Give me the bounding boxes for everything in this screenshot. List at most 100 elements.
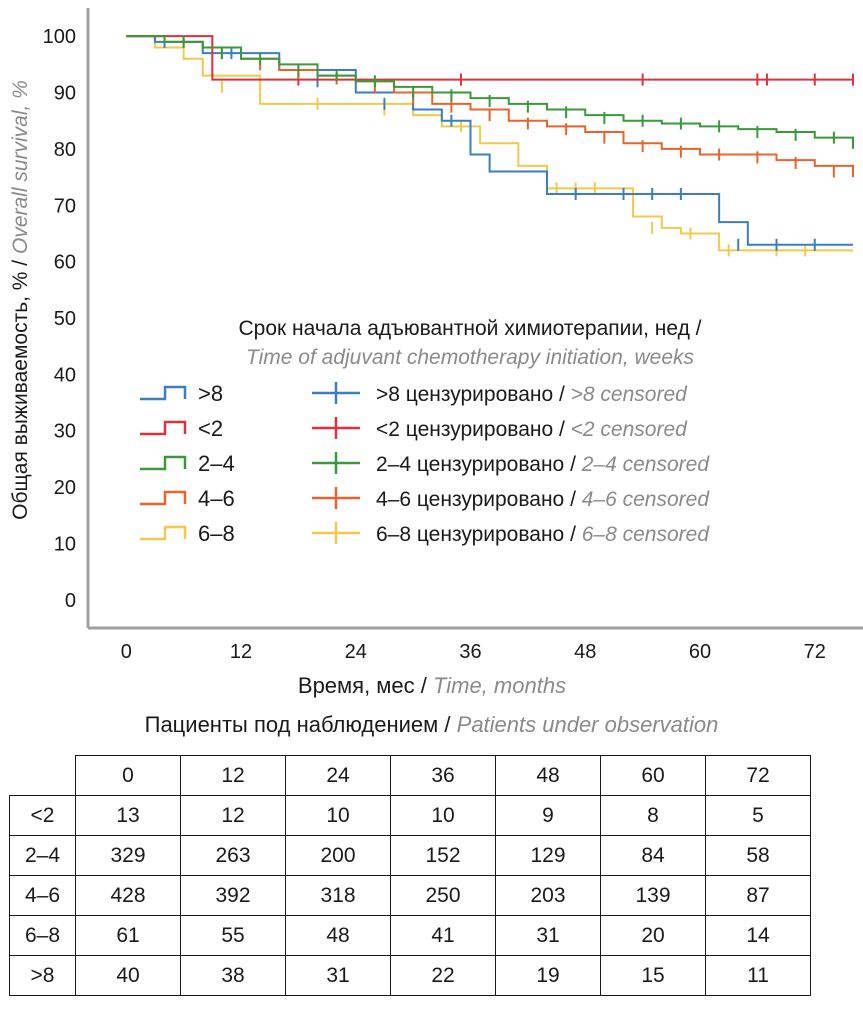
x-axis-label-en: Time, months bbox=[433, 673, 566, 698]
table-header-row: 0 12 24 36 48 60 72 bbox=[9, 755, 811, 796]
table-cell: 22 bbox=[390, 955, 496, 996]
legend-censored-label: 2–4 цензурировано / 2–4 censored bbox=[376, 453, 710, 476]
table-column-header: 12 bbox=[180, 755, 286, 796]
table-cell: 20 bbox=[600, 915, 706, 956]
y-axis-label-en: Overall survival, % bbox=[9, 80, 32, 254]
table-cell: 5 bbox=[705, 795, 811, 836]
legend-censored-label: 6–8 цензурировано / 6–8 censored bbox=[376, 523, 710, 546]
table-cell: 139 bbox=[600, 875, 706, 916]
y-tick-label: 40 bbox=[54, 364, 76, 386]
curve-4 bbox=[126, 35, 853, 252]
y-tick-label: 70 bbox=[54, 195, 76, 217]
table-column-header: 60 bbox=[600, 755, 706, 796]
table-cell: 61 bbox=[75, 915, 181, 956]
table-corner bbox=[9, 755, 76, 796]
y-tick-label: 90 bbox=[54, 83, 76, 105]
table-cell: 87 bbox=[705, 875, 811, 916]
table-cell: 84 bbox=[600, 835, 706, 876]
legend-title-ru: Срок начала адъювантной химиотерапии, не… bbox=[238, 317, 701, 340]
table-row-label: >8 bbox=[9, 955, 76, 996]
legend-censored-label: 4–6 цензурировано / 4–6 censored bbox=[376, 488, 710, 511]
table-cell: 14 bbox=[705, 915, 811, 956]
table-column-header: 24 bbox=[285, 755, 391, 796]
curve-0 bbox=[126, 35, 853, 246]
table-cell: 152 bbox=[390, 835, 496, 876]
table-cell: 129 bbox=[495, 835, 601, 876]
table-cell: 263 bbox=[180, 835, 286, 876]
legend-swatch bbox=[140, 420, 187, 436]
legend-censored-label: <2 цензурировано / <2 censored bbox=[376, 418, 688, 441]
table-cell: 40 bbox=[75, 955, 181, 996]
table-cell: 58 bbox=[705, 835, 811, 876]
table-cell: 10 bbox=[390, 795, 496, 836]
table-cell: 10 bbox=[285, 795, 391, 836]
table-cell: 55 bbox=[180, 915, 286, 956]
table-cell: 19 bbox=[495, 955, 601, 996]
y-tick-label: 10 bbox=[54, 533, 76, 555]
y-tick-label: 60 bbox=[54, 252, 76, 274]
legend-label: >8 bbox=[198, 381, 223, 406]
chart-axes: 0 10 20 30 40 50 60 70 80 90 100 0 12 24 36 48 60 72 bbox=[43, 8, 863, 663]
curve-1 bbox=[126, 35, 853, 81]
y-tick-label: 50 bbox=[54, 308, 76, 330]
legend-swatch bbox=[140, 385, 187, 401]
table-cell: 31 bbox=[495, 915, 601, 956]
legend-label: <2 bbox=[198, 416, 223, 441]
table-cell: 41 bbox=[390, 915, 496, 956]
table-row: 6–8 61 55 48 41 31 20 14 bbox=[9, 915, 811, 956]
table-cell: 329 bbox=[75, 835, 181, 876]
y-tick-label: 30 bbox=[54, 421, 76, 443]
table-cell: 203 bbox=[495, 875, 601, 916]
y-axis-label-ru: Общая выживаемость, % bbox=[9, 272, 32, 520]
x-axis-label-ru: Время, мес bbox=[298, 673, 415, 698]
x-tick-label: 24 bbox=[345, 641, 367, 663]
table-column-header: 48 bbox=[495, 755, 601, 796]
table-row: 4–6 428 392 318 250 203 139 87 bbox=[9, 875, 811, 916]
patients-table: 0 12 24 36 48 60 72 <2 13 12 10 10 9 8 5 2–4 329 263 200 15… bbox=[9, 755, 811, 996]
table-cell: 11 bbox=[705, 955, 811, 996]
x-tick-label: 36 bbox=[459, 641, 481, 663]
table-cell: 12 bbox=[180, 795, 286, 836]
legend-label: 4–6 bbox=[198, 486, 235, 511]
legend-censored-label: >8 цензурировано / >8 censored bbox=[376, 383, 688, 406]
legend-swatch bbox=[140, 455, 187, 471]
table-cell: 392 bbox=[180, 875, 286, 916]
table-cell: 200 bbox=[285, 835, 391, 876]
table-row-label: 6–8 bbox=[9, 915, 76, 956]
legend-label: 2–4 bbox=[198, 451, 235, 476]
y-tick-label: 80 bbox=[54, 139, 76, 161]
table-cell: 428 bbox=[75, 875, 181, 916]
table-title: Пациенты под наблюдением / Patients unde… bbox=[144, 712, 719, 737]
table-row-label: 4–6 bbox=[9, 875, 76, 916]
table-column-header: 0 bbox=[75, 755, 181, 796]
table-row: >8 40 38 31 22 19 15 11 bbox=[9, 955, 811, 996]
x-tick-label: 60 bbox=[689, 641, 711, 663]
y-axis-label: Общая выживаемость, % / Overall survival… bbox=[9, 80, 32, 520]
table-cell: 31 bbox=[285, 955, 391, 996]
table-column-header: 72 bbox=[705, 755, 811, 796]
table-title-ru: Пациенты под наблюдением bbox=[144, 712, 439, 737]
legend-swatch bbox=[140, 490, 187, 506]
table-row: 2–4 329 263 200 152 129 84 58 bbox=[9, 835, 811, 876]
chart-legend: Срок начала адъювантной химиотерапии, не… bbox=[140, 317, 710, 546]
x-tick-label: 72 bbox=[804, 641, 826, 663]
table-cell: 318 bbox=[285, 875, 391, 916]
legend-title-en: Time of adjuvant chemotherapy initiation… bbox=[246, 346, 695, 369]
table-cell: 15 bbox=[600, 955, 706, 996]
x-tick-label: 12 bbox=[230, 641, 252, 663]
legend-label: 6–8 bbox=[198, 521, 235, 546]
table-row-label: 2–4 bbox=[9, 835, 76, 876]
table-cell: 250 bbox=[390, 875, 496, 916]
table-cell: 8 bbox=[600, 795, 706, 836]
table-cell: 13 bbox=[75, 795, 181, 836]
y-tick-label: 100 bbox=[43, 26, 76, 48]
table-title-en: Patients under observation bbox=[456, 712, 719, 737]
survival-chart: 0 10 20 30 40 50 60 70 80 90 100 0 12 24 36 48 60 72 Срок… bbox=[9, 8, 863, 698]
curve-2 bbox=[126, 35, 854, 149]
survival-curves bbox=[126, 35, 854, 257]
x-tick-label: 48 bbox=[574, 641, 596, 663]
y-tick-label: 20 bbox=[54, 477, 76, 499]
x-axis-label: Время, мес / Time, months bbox=[298, 673, 566, 698]
table-column-header: 36 bbox=[390, 755, 496, 796]
y-tick-label: 0 bbox=[65, 590, 76, 612]
